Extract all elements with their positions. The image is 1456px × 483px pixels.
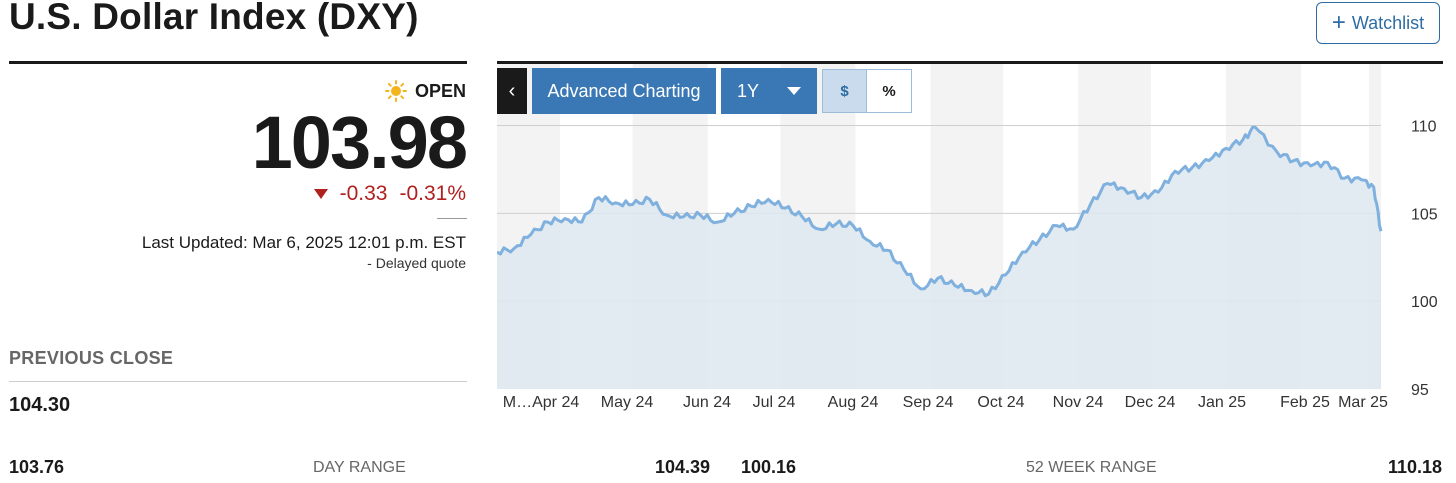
x-tick-label: Jan 25 [1198, 394, 1246, 411]
watchlist-button[interactable]: + Watchlist [1316, 2, 1440, 44]
chart-top-divider [497, 61, 1443, 64]
header-divider [9, 61, 467, 64]
day-range-label: DAY RANGE [313, 459, 406, 476]
chevron-down-icon [787, 87, 801, 95]
previous-close-value: 104.30 [9, 394, 71, 416]
plus-icon: + [1331, 9, 1346, 36]
y-tick-label: 100 [1411, 294, 1438, 311]
market-status: OPEN [384, 80, 466, 102]
previous-close-divider [9, 381, 467, 382]
price-line [497, 125, 1383, 298]
y-tick-label: 95 [1411, 382, 1429, 399]
market-status-label: OPEN [414, 80, 466, 101]
advanced-charting-button[interactable]: Advanced Charting [532, 68, 716, 114]
change-percent: -0.31% [399, 182, 466, 205]
y-tick-label: 110 [1411, 118, 1437, 135]
x-tick-label: Oct 24 [977, 394, 1024, 411]
x-tick-label: Sep 24 [903, 394, 954, 411]
page-title: U.S. Dollar Index (DXY) [9, 0, 419, 37]
collapse-chart-button[interactable]: ‹ [497, 68, 527, 114]
chevron-left-icon: ‹ [508, 79, 516, 102]
current-price: 103.98 [251, 101, 468, 184]
time-range-dropdown[interactable]: 1Y [721, 68, 817, 114]
change-value: -0.33 [339, 182, 388, 205]
x-tick-label: Jul 24 [753, 394, 796, 411]
x-tick-label: Mar 25 [1338, 394, 1388, 411]
price-area [497, 127, 1381, 389]
dollar-toggle[interactable]: $ [822, 69, 867, 113]
x-tick-label: Jun 24 [683, 394, 731, 411]
y-tick-label: 105 [1411, 206, 1438, 223]
week52-range-high: 110.18 [1387, 457, 1442, 477]
down-arrow-icon [313, 189, 328, 199]
x-tick-label: Feb 25 [1280, 394, 1330, 411]
delayed-quote-note: - Delayed quote [367, 255, 466, 271]
week52-range-label: 52 WEEK RANGE [1026, 459, 1157, 476]
x-tick-label: Dec 24 [1125, 394, 1176, 411]
week52-range-low: 100.16 [741, 457, 797, 477]
last-updated: Last Updated: Mar 6, 2025 12:01 p.m. EST [141, 233, 466, 252]
x-tick-label: M…Apr 24 [503, 394, 580, 411]
x-tick-label: Nov 24 [1053, 394, 1104, 411]
sun-icon [384, 80, 407, 102]
percent-toggle[interactable]: % [867, 69, 912, 113]
previous-close-label: PREVIOUS CLOSE [9, 348, 174, 368]
day-range-low: 103.76 [9, 457, 65, 477]
x-tick-label: May 24 [601, 394, 654, 411]
dxy-price-chart[interactable]: 95 100 105 110 M…Apr 24 May 24 Jun 24 Jul 24 Aug… [497, 64, 1443, 414]
quote-divider [437, 218, 467, 219]
watchlist-label: Watchlist [1351, 12, 1425, 33]
price-change: -0.33 -0.31% [313, 182, 466, 206]
x-tick-label: Aug 24 [828, 394, 879, 411]
time-range-label: 1Y [737, 80, 760, 101]
day-range-high: 104.39 [654, 457, 710, 477]
